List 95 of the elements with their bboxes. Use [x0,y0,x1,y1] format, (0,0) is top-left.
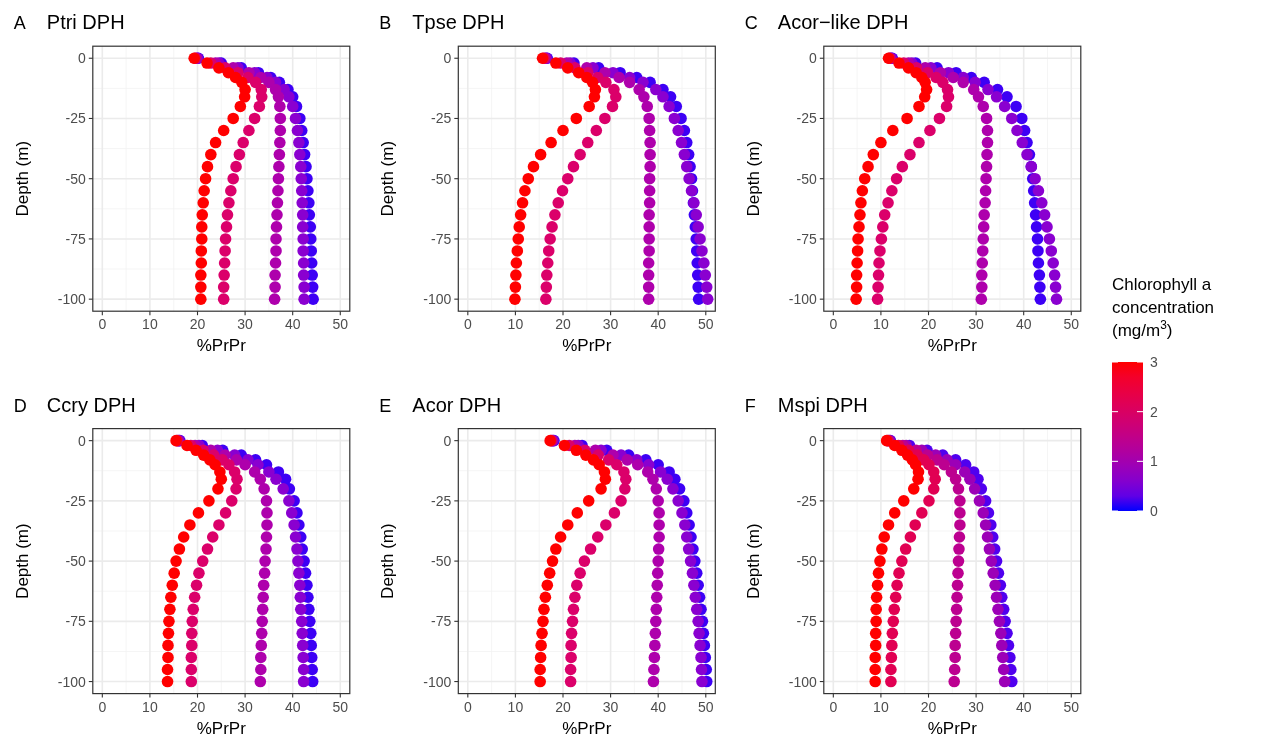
color-bar-label: 3 [1150,354,1158,370]
y-tick-label: -100 [423,673,452,690]
color-bar-title: Chlorophyll a concentration (mg/m$^{3}$) [1112,275,1215,340]
x-tick-label: 20 [920,316,937,333]
y-axis-title: Depth (m) [12,523,32,599]
chart-title: Acor−like DPH [777,11,909,34]
color-bar-label: 2 [1150,403,1158,420]
text: F [744,395,756,416]
y-tick-label: -75 [65,230,87,247]
chart-title: Ccry DPH [46,393,136,416]
y-tick-label: -25 [431,110,452,127]
x-tick-label: 20 [555,698,571,715]
text: A [13,13,26,34]
y-tick-label: -25 [65,492,87,509]
y-tick-label: -100 [57,673,86,690]
x-tick-label: 30 [237,316,254,333]
x-axis-title: %PrPr [196,718,247,738]
y-tick-label: 0 [443,50,452,67]
text: B [379,13,392,34]
chart-title: Mspi DPH [777,393,868,416]
y-axis-title: Depth (m) [378,523,398,599]
x-tick-label: 10 [873,316,889,333]
y-tick-label: -50 [796,170,818,187]
y-tick-label: 0 [809,432,817,449]
x-tick-label: 0 [829,316,838,333]
y-tick-label: -50 [65,170,87,187]
y-tick-label: -75 [796,613,818,630]
chart-title: Acor DPH [412,393,502,416]
color-bar-label: 1 [1150,453,1158,470]
y-tick-label: -100 [423,291,452,308]
y-tick-label: -75 [431,230,452,247]
x-tick-label: 10 [142,698,158,715]
chart-title: Ptri DPH [46,11,125,34]
x-axis-title: %PrPr [562,336,612,356]
x-axis-title: %PrPr [562,718,612,738]
y-tick-label: 0 [78,432,86,449]
y-tick-label: -75 [65,613,87,630]
x-tick-label: 10 [507,316,524,333]
x-tick-label: 20 [189,316,206,333]
text: D [13,395,27,416]
x-tick-label: 10 [873,698,889,715]
text: C [744,13,758,34]
x-tick-label: 0 [463,698,472,715]
x-axis-title: %PrPr [927,336,978,356]
x-tick-label: 50 [697,316,714,333]
x-tick-label: 40 [284,698,301,715]
x-tick-label: 20 [189,698,206,715]
text: E [379,395,392,416]
x-axis-title: %PrPr [196,336,247,356]
y-tick-label: 0 [78,50,86,67]
y-axis-title: Depth (m) [378,140,398,217]
y-tick-label: -50 [796,553,818,570]
x-tick-label: 50 [1063,316,1080,333]
y-axis-title: Depth (m) [743,140,763,217]
y-axis-title: Depth (m) [12,140,32,217]
x-tick-label: 50 [697,698,714,715]
x-tick-label: 30 [968,316,985,333]
y-tick-label: -75 [796,230,818,247]
x-tick-label: 0 [829,698,838,715]
chart-title: Tpse DPH [412,11,505,34]
x-tick-label: 0 [98,698,107,715]
x-tick-label: 30 [602,316,619,333]
x-tick-label: 20 [920,698,937,715]
color-bar-label: 0 [1150,503,1158,519]
y-tick-label: 0 [809,50,817,67]
x-tick-label: 40 [1015,698,1032,715]
y-tick-label: -25 [65,110,87,127]
y-tick-label: -100 [788,673,817,690]
x-tick-label: 30 [602,698,619,715]
x-tick-label: 10 [507,698,524,715]
x-tick-label: 10 [142,316,158,333]
y-tick-label: -75 [431,613,452,630]
x-tick-label: 50 [332,698,349,715]
y-tick-label: -25 [431,492,452,509]
x-tick-label: 40 [284,316,301,333]
x-tick-label: 40 [1015,316,1032,333]
y-tick-label: -25 [796,492,818,509]
y-tick-label: -100 [57,291,86,308]
y-tick-label: -50 [431,553,452,570]
x-tick-label: 30 [237,698,254,715]
x-tick-label: 0 [463,316,472,333]
y-tick-label: -25 [796,110,818,127]
x-tick-label: 40 [650,698,667,715]
y-tick-label: -50 [65,553,87,570]
x-tick-label: 30 [968,698,985,715]
x-tick-label: 50 [332,316,349,333]
y-tick-label: 0 [443,432,452,449]
y-axis-title: Depth (m) [743,523,763,599]
x-tick-label: 20 [555,316,571,333]
x-tick-label: 40 [650,316,667,333]
y-tick-label: -50 [431,170,452,187]
x-tick-label: 50 [1063,698,1080,715]
x-tick-label: 0 [98,316,107,333]
y-tick-label: -100 [788,291,817,308]
x-axis-title: %PrPr [927,718,978,738]
